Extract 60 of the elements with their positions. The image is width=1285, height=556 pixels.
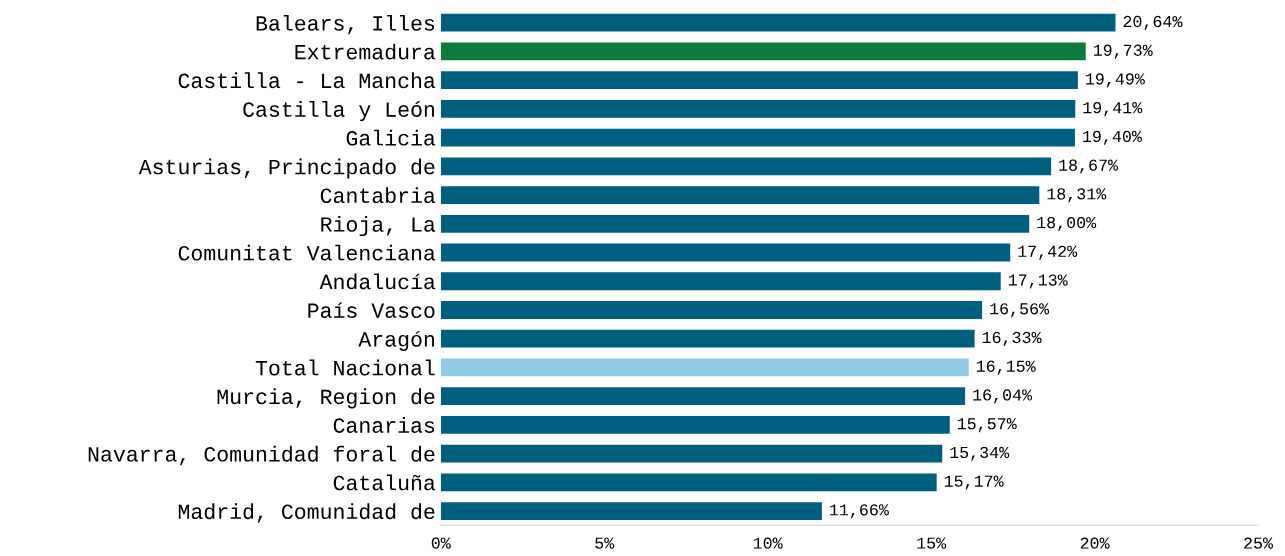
y-tick-label: Balears, Illes [256, 14, 435, 35]
bar [440, 214, 1030, 233]
data-label: 15,57% [957, 418, 1017, 433]
bar [440, 473, 937, 492]
data-label: 19,73% [1093, 44, 1153, 59]
bar [440, 301, 983, 319]
data-label: 18,00% [1037, 216, 1097, 232]
data-label: 18,67% [1059, 159, 1119, 174]
y-tick-label: Castilla y León [243, 101, 434, 122]
bar [440, 99, 1076, 118]
bar [440, 128, 1075, 147]
y-tick-label: Madrid, Comunidad de [178, 503, 435, 523]
y-tick-label: Rioja, La [321, 215, 436, 237]
y-tick-label: País Vasco [308, 302, 435, 318]
bar [440, 13, 1116, 32]
data-label: 17,42% [1018, 245, 1078, 260]
data-label: 16,04% [973, 389, 1033, 404]
y-tick-label: Extremadura [295, 43, 436, 60]
bar [440, 444, 943, 463]
y-tick-label: Galicia [346, 129, 436, 146]
bar [440, 358, 969, 377]
data-label: 19,40% [1083, 130, 1142, 145]
data-label: 15,17% [944, 475, 1004, 490]
data-label: 16,15% [976, 360, 1036, 375]
data-label: 20,64% [1123, 15, 1183, 30]
y-tick-label: Canarias [333, 417, 435, 433]
data-label: 19,49% [1086, 73, 1145, 88]
bar [440, 502, 822, 520]
bar [440, 71, 1078, 90]
x-tick-label: 0% [431, 537, 451, 549]
x-tick-label: 10% [753, 537, 783, 549]
y-tick-label: Comunitat Valenciana [178, 244, 436, 261]
x-tick-label: 20% [1080, 537, 1110, 549]
bar [440, 243, 1011, 262]
y-tick-label: Castilla - La Mancha [178, 72, 436, 89]
data-label: 19,41% [1083, 102, 1143, 117]
bar [440, 157, 1052, 176]
y-tick-label: Asturias, Principado de [138, 158, 435, 179]
x-tick-label: 15% [917, 537, 947, 549]
data-label: 15,34% [950, 446, 1010, 461]
data-label: 16,56% [990, 303, 1050, 318]
bar [440, 42, 1086, 61]
y-tick-label: Murcia, Region de [217, 388, 435, 409]
data-label: 11,66% [830, 504, 889, 519]
y-tick-label: Andalucía [319, 273, 436, 290]
bar [440, 272, 1001, 291]
y-tick-label: Navarra, Comunidad foral de [88, 445, 435, 466]
data-label: 17,13% [1008, 274, 1068, 289]
x-tick-label: 25% [1244, 537, 1274, 549]
y-tick-label: Total Nacional [255, 359, 435, 376]
y-tick-label: Cantabria [320, 187, 436, 204]
y-tick-label: Aragón [358, 331, 434, 351]
bar [440, 329, 975, 348]
bar [440, 415, 950, 434]
bar [440, 387, 966, 406]
data-label: 18,31% [1047, 188, 1107, 203]
y-tick-label: Cataluña [333, 474, 436, 491]
bar [440, 186, 1040, 204]
data-label: 16,33% [982, 331, 1042, 346]
x-tick-label: 5% [595, 537, 615, 549]
